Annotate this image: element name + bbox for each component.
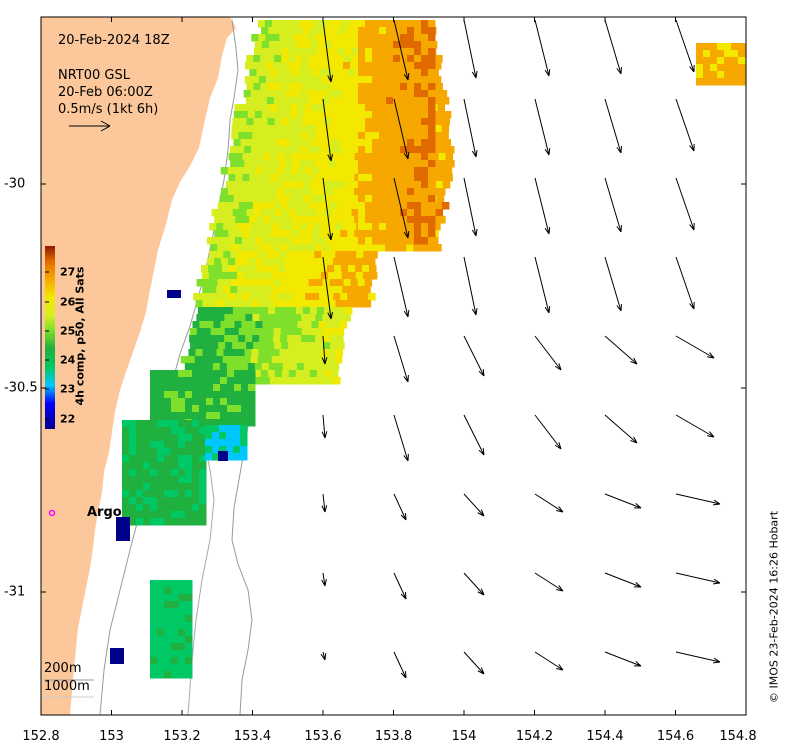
colorbar-tick-22: 22: [60, 412, 76, 426]
colorbar-ticks: [45, 271, 49, 420]
lon-tick-154.4: 154.4: [586, 729, 624, 744]
argo-float-marker: [48, 509, 56, 517]
current-vectors: [320, 19, 721, 679]
lon-tick-153.8: 153.8: [374, 729, 413, 744]
colorbar-tick-25: 25: [60, 324, 76, 338]
colorbar: [45, 246, 55, 429]
lat-tick-neg30: -30: [4, 176, 26, 192]
isobath-200m: [99, 19, 239, 715]
isobath-200m-label: 200m: [44, 661, 82, 676]
lon-tick-153.4: 153.4: [233, 729, 272, 744]
imos-credit: © IMOS 23-Feb-2024 16:26 Hobart: [767, 510, 781, 704]
lon-tick-153: 153: [99, 729, 124, 744]
lon-tick-152.8: 152.8: [22, 729, 60, 744]
lon-tick-153.2: 153.2: [163, 729, 201, 744]
lon-tick-154: 154: [451, 729, 477, 744]
colorbar-tick-27: 27: [60, 265, 76, 279]
land: [41, 17, 236, 715]
colorbar-tick-23: 23: [60, 382, 76, 396]
lat-tick-neg31: -31: [4, 584, 26, 600]
data-source: NRT00 GSL: [58, 68, 130, 83]
axis-ticks: [40, 17, 747, 715]
isobath-deep: [187, 444, 215, 715]
argo-label: Argo: [87, 505, 122, 520]
lon-tick-153.6: 153.6: [304, 729, 342, 744]
colorbar-label: 4h comp, p50, All Sats: [73, 266, 87, 406]
colorbar-tick-24: 24: [60, 353, 76, 367]
isobath-1000m-label: 1000m: [44, 679, 90, 694]
lon-tick-154.2: 154.2: [515, 729, 554, 744]
vector-scale-label: 0.5m/s (1kt 6h): [58, 102, 159, 117]
sst-raster: [110, 20, 746, 679]
colorbar-tick-26: 26: [60, 295, 76, 309]
lon-tick-154.8: 154.8: [719, 729, 757, 744]
lat-tick-neg30.5: -30.5: [4, 380, 38, 396]
scale-arrow: [69, 120, 111, 132]
data-source-time: 20-Feb 06:00Z: [58, 85, 153, 100]
lon-tick-154.6: 154.6: [656, 729, 695, 744]
map-date: 20-Feb-2024 18Z: [58, 33, 170, 48]
